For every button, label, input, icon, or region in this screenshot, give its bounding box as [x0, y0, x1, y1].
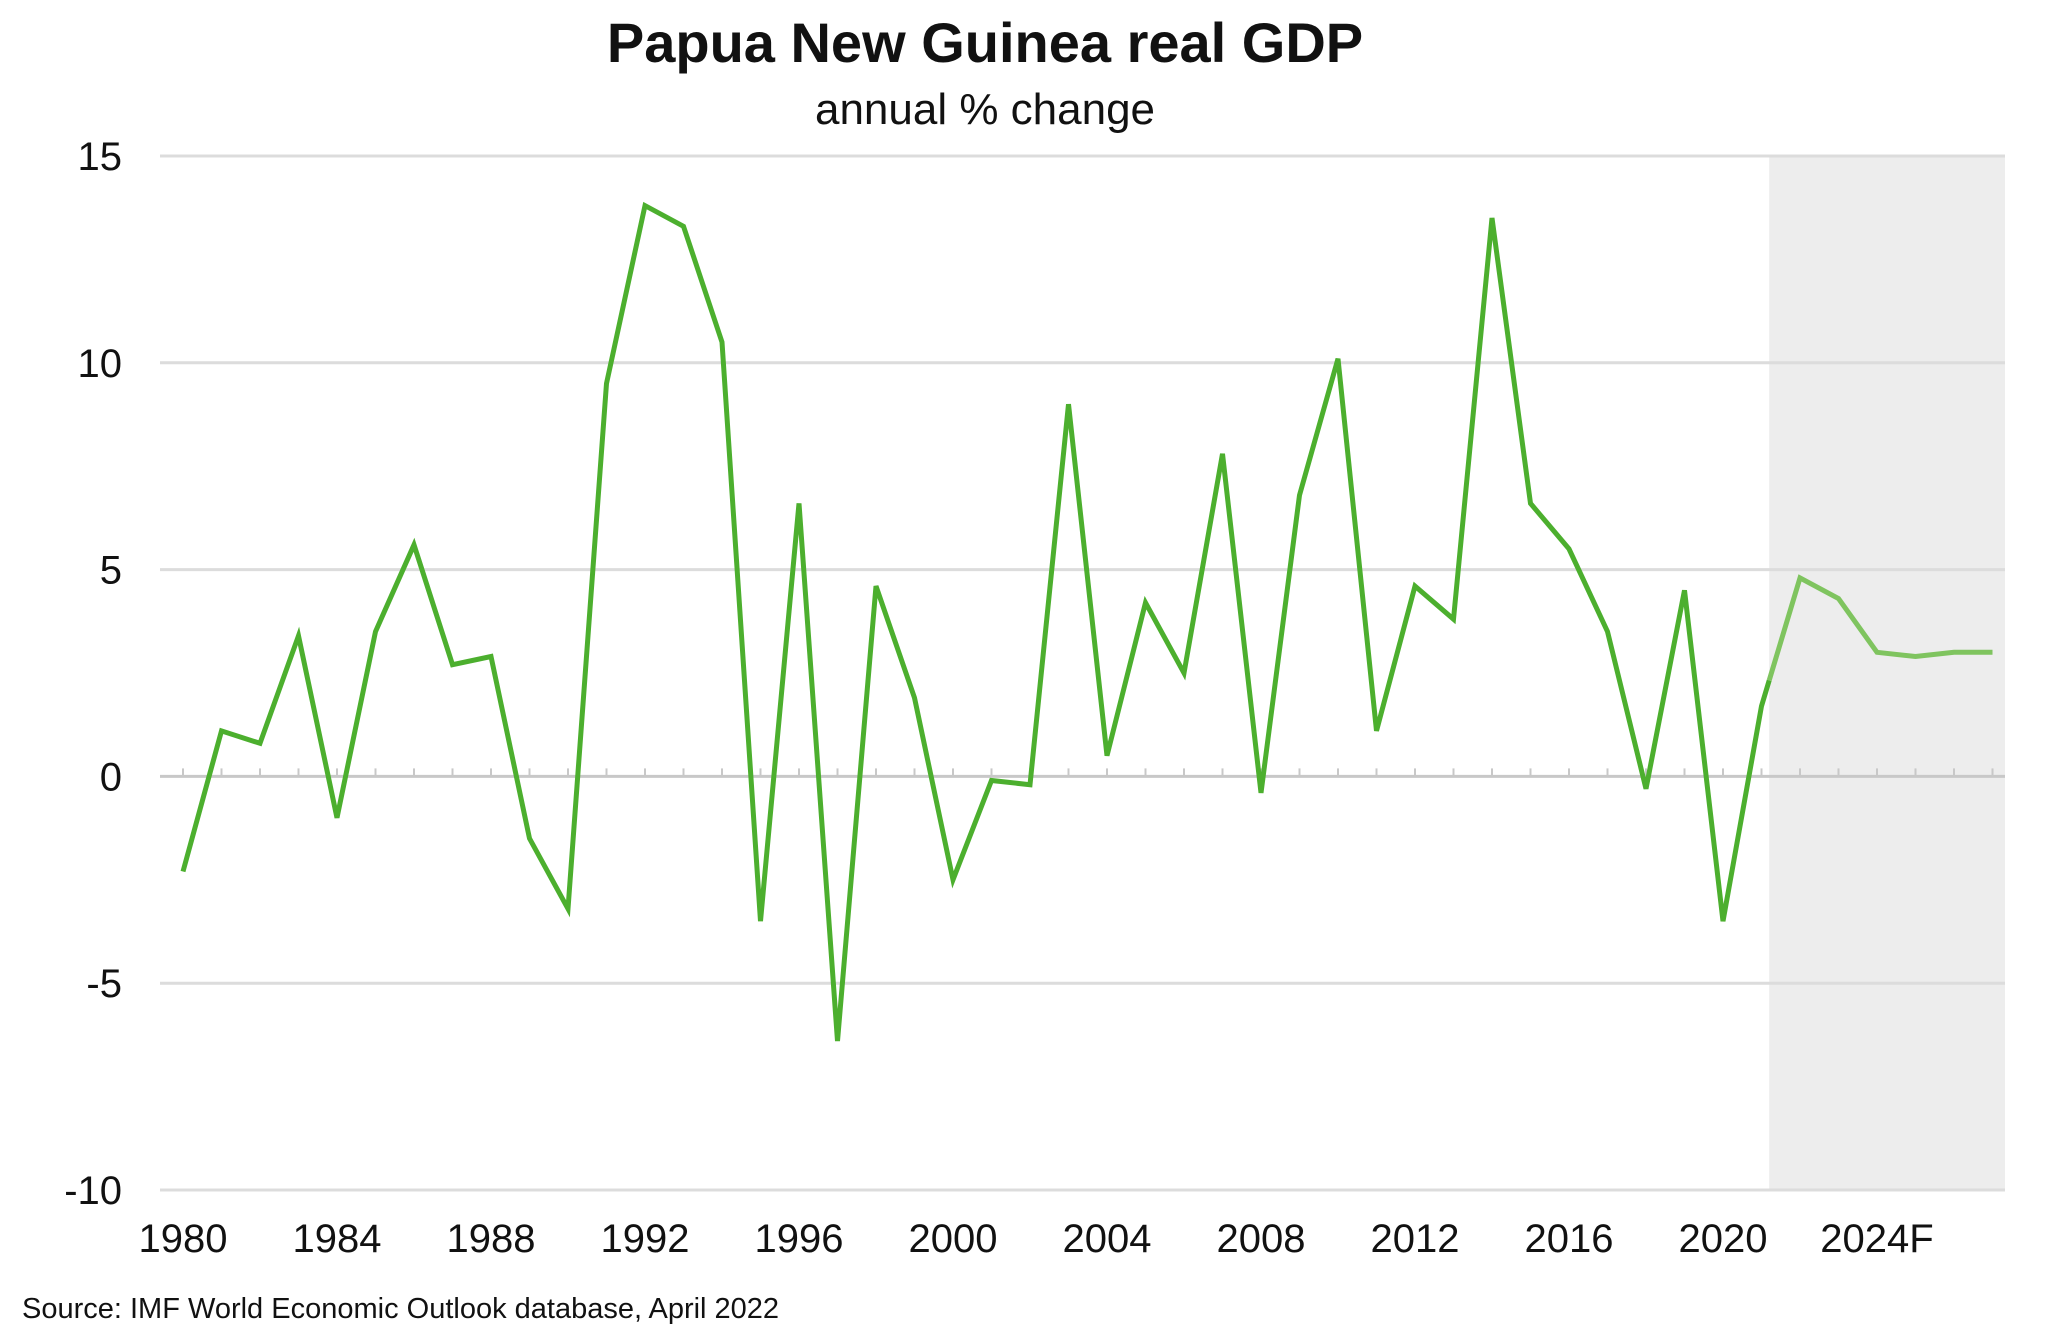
series-line-forecast	[1766, 574, 1993, 682]
x-tick-label-11: 2024F	[1820, 1217, 1933, 1261]
x-tick-label-10: 2020	[1679, 1217, 1768, 1261]
x-tick-label-8: 2012	[1371, 1217, 1460, 1261]
y-tick-label-2: 5	[100, 549, 122, 593]
x-tick-label-3: 1992	[601, 1217, 690, 1261]
gdp-line	[180, 201, 1993, 1042]
y-tick-label-0: 15	[78, 135, 123, 179]
x-tick-label-9: 2016	[1525, 1217, 1614, 1261]
x-axis-tick-labels: 1980 1984 1988 1992 1996 2000 2004 2008 2012 2016…	[139, 1217, 1934, 1261]
x-tick-label-7: 2008	[1217, 1217, 1306, 1261]
source-note: Source: IMF World Economic Outlook datab…	[22, 1293, 779, 1325]
x-tick-label-4: 1996	[755, 1217, 844, 1261]
series-line-actual	[180, 201, 1772, 1042]
zero-line-minor-ticks	[182, 768, 1994, 778]
y-tick-label-1: 10	[78, 342, 123, 386]
y-tick-label-3: 0	[100, 755, 122, 799]
x-tick-label-0: 1980	[139, 1217, 228, 1261]
chart-subtitle: annual % change	[815, 85, 1155, 134]
gridlines	[160, 154, 2005, 1192]
y-tick-label-5: -10	[64, 1169, 122, 1213]
y-tick-label-4: -5	[86, 962, 122, 1006]
x-tick-label-1: 1984	[293, 1217, 382, 1261]
x-tick-label-2: 1988	[447, 1217, 536, 1261]
forecast-shading	[1769, 156, 2005, 1190]
chart-title: Papua New Guinea real GDP	[607, 11, 1363, 74]
x-tick-label-5: 2000	[909, 1217, 998, 1261]
x-tick-label-6: 2004	[1063, 1217, 1152, 1261]
y-axis-tick-labels: 15 10 5 0 -5 -10	[64, 135, 122, 1213]
